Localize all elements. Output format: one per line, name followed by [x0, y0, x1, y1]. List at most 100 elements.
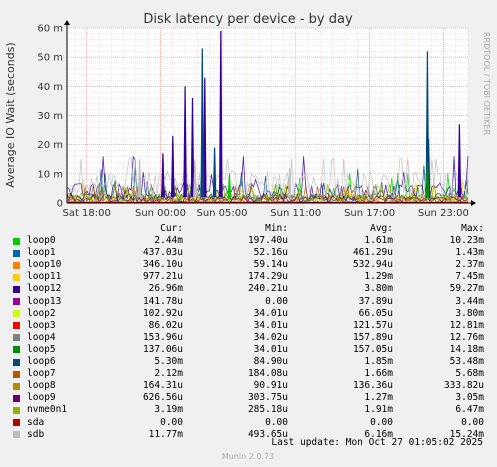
legend-row-loop0: loop0 2.44m 197.40u 1.61m 10.23m: [0, 235, 497, 247]
y-axis-label: Average IO Wait (seconds): [4, 42, 17, 187]
legend-swatch: [13, 382, 20, 390]
legend-row-loop13: loop13 141.78u 0.00 37.89u 3.44m: [0, 296, 497, 308]
spike-loop0: [227, 173, 232, 198]
legend-min: 303.75u: [247, 392, 288, 404]
legend-max: 5.68m: [455, 368, 484, 380]
legend-cur: 2.44m: [154, 235, 183, 247]
spike-loop12: [171, 135, 175, 198]
legend-cur: 3.19m: [154, 404, 183, 416]
spike-loop12: [203, 77, 207, 198]
legend-avg: 1.85m: [364, 356, 393, 368]
legend-avg: 3.80m: [364, 283, 393, 295]
legend-swatch: [13, 394, 20, 402]
legend-max: 59.27m: [449, 283, 484, 295]
legend-swatch: [13, 431, 20, 439]
legend-max: 10.23m: [449, 235, 484, 247]
legend-max: 1.43m: [455, 247, 484, 259]
x-tick-label: Sat 18:00: [62, 208, 110, 219]
legend-avg: 461.29u: [352, 247, 393, 259]
plot-area: 0 10 m 20 m 30 m 40 m 50 m 60 m Sat 18:00 Sun 00…: [37, 20, 476, 219]
legend-row-loop10: loop10 346.10u 59.14u 532.94u 2.37m: [0, 259, 497, 271]
legend-swatch: [13, 322, 20, 330]
legend-row-loop1: loop1 437.03u 52.16u 461.29u 1.43m: [0, 247, 497, 259]
y-tick-label: 30 m: [37, 111, 63, 122]
series-line-nvme0n1: [66, 183, 469, 203]
legend-series-name: loop9: [27, 392, 56, 404]
header-cur: Cur:: [160, 223, 183, 234]
legend-cur: 102.92u: [142, 307, 183, 319]
spike-loop12: [161, 153, 165, 198]
legend-cur: 86.02u: [148, 319, 183, 331]
spike-sdb: [287, 167, 292, 198]
y-tick-label: 60 m: [37, 24, 63, 35]
y-tick-label: 50 m: [37, 53, 63, 64]
legend-swatch: [13, 346, 20, 354]
legend-min: 52.16u: [253, 247, 288, 259]
legend-max: 3.80m: [455, 307, 484, 319]
x-tick-label: Sun 23:00: [418, 208, 469, 219]
y-tick-label: 40 m: [37, 82, 63, 93]
spike-loop6: [212, 147, 217, 198]
legend-swatch: [13, 237, 20, 245]
legend-series-name: loop0: [27, 235, 56, 247]
legend-max: 14.18m: [449, 343, 484, 355]
legend-max: 7.45m: [455, 271, 484, 283]
legend-series-name: sdb: [27, 428, 45, 440]
legend-cur: 137.06u: [142, 343, 183, 355]
series-line-sdb: [66, 157, 469, 199]
legend-cur: 164.31u: [142, 380, 183, 392]
legend-series-name: nvme0n1: [27, 404, 68, 416]
legend-row-loop9: loop9 626.56u 303.75u 1.27m 3.05m: [0, 392, 497, 404]
legend-series-name: loop13: [27, 295, 62, 307]
y-axis-arrow: [64, 20, 70, 25]
legend-max: 3.05m: [455, 392, 484, 404]
legend-min: 90.91u: [253, 380, 288, 392]
legend-swatch: [13, 273, 20, 281]
legend-min: 0.00: [265, 416, 288, 428]
legend-min: 34.01u: [253, 343, 288, 355]
legend-min: 34.01u: [253, 307, 288, 319]
legend-row-loop8: loop8 164.31u 90.91u 136.36u 333.82u: [0, 380, 497, 392]
legend-avg: 157.05u: [352, 343, 393, 355]
legend-series-name: sda: [27, 416, 45, 428]
legend-swatch: [13, 249, 20, 257]
spike-sdb: [193, 159, 197, 198]
spike-loop12: [457, 124, 462, 198]
legend-row-sdb: sdb 11.77m 493.65u 6.16m 15.24m: [0, 429, 497, 441]
legend-cur: 626.56u: [142, 392, 183, 404]
legend-avg: 1.91m: [364, 404, 393, 416]
legend-cur: 11.77m: [148, 428, 183, 440]
legend-series-name: loop6: [27, 356, 56, 368]
legend-series-name: loop5: [27, 343, 56, 355]
legend-max: 3.44m: [455, 295, 484, 307]
legend-avg: 532.94u: [352, 259, 393, 271]
chart-title: Disk latency per device - by day: [143, 12, 353, 27]
legend-min: 240.21u: [247, 283, 288, 295]
legend-min: 174.29u: [247, 271, 288, 283]
legend-avg: 66.05u: [358, 307, 393, 319]
legend-swatch: [13, 298, 20, 306]
legend-avg: 1.61m: [364, 235, 393, 247]
legend-row-loop2: loop2 102.92u 34.01u 66.05u 3.80m: [0, 308, 497, 320]
legend-max: 12.81m: [449, 319, 484, 331]
legend-avg: 136.36u: [352, 380, 393, 392]
series-line-loop12: [66, 156, 469, 201]
legend-cur: 26.96m: [148, 283, 183, 295]
legend-min: 34.02u: [253, 331, 288, 343]
x-tick-label: Sun 05:00: [196, 208, 247, 219]
legend-max: 0.00: [461, 416, 484, 428]
legend-max: 6.47m: [455, 404, 484, 416]
legend-cur: 141.78u: [142, 295, 183, 307]
legend-series-name: loop10: [27, 259, 62, 271]
legend-series-name: loop2: [27, 307, 56, 319]
legend-series-name: loop7: [27, 368, 56, 380]
x-tick-label: Sun 11:00: [270, 208, 321, 219]
legend-max: 2.37m: [455, 259, 484, 271]
legend-max: 15.24m: [449, 428, 484, 440]
x-tick-label: Sun 00:00: [135, 208, 186, 219]
legend-avg: 157.89u: [352, 331, 393, 343]
legend-series-name: loop11: [27, 271, 62, 283]
legend-row-loop11: loop11 977.21u 174.29u 1.29m 7.45m: [0, 271, 497, 283]
legend-row-loop3: loop3 86.02u 34.01u 121.57u 12.81m: [0, 320, 497, 332]
legend-avg: 37.89u: [358, 295, 393, 307]
